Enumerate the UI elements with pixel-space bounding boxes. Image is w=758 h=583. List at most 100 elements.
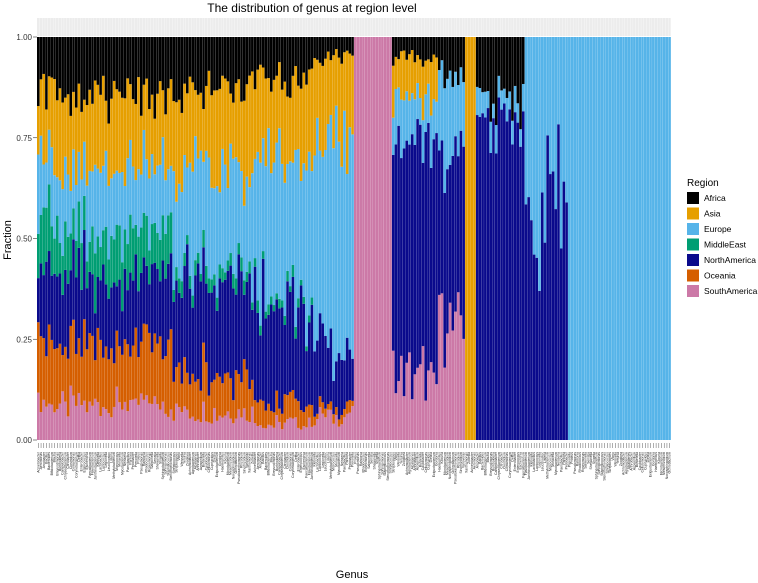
bar-segment-middleeast	[131, 228, 135, 281]
bar-segment-northamerica	[191, 307, 194, 374]
x-tick-label: Ochrobactrum	[668, 452, 672, 474]
facet-strip	[521, 18, 525, 36]
bar-segment-asia	[321, 65, 325, 157]
bar-segment-middleeast	[186, 235, 189, 245]
x-tick-label: Streptomyces	[175, 452, 179, 473]
bar-segment-europe	[280, 163, 284, 301]
x-tick-label: Shewanella	[156, 452, 160, 470]
bar-segment-middleeast	[107, 259, 110, 299]
y-axis: 0.000.250.500.751.00	[16, 33, 37, 445]
bar-segment-oceania	[283, 394, 287, 423]
bar-segment-africa	[351, 37, 354, 56]
bar-segment-europe	[150, 154, 154, 225]
facet-strip	[47, 18, 51, 36]
bar-segment-africa	[120, 37, 124, 98]
bar-segment-middleeast	[88, 241, 92, 272]
bar-segment-southamerica	[104, 409, 108, 440]
x-tick-label: Klebsiella	[529, 452, 533, 467]
x-tick-label: Micrococcus	[115, 452, 119, 471]
x-tick-label: Chryseobacterium	[497, 452, 501, 480]
bar-segment-southamerica	[416, 367, 419, 440]
bar-segment-northamerica	[83, 230, 86, 320]
bar-segment-europe	[256, 151, 260, 301]
bar-segment-asia	[177, 99, 181, 184]
bar-segment-europe	[624, 37, 628, 440]
x-tick-label: Yersinia	[183, 452, 187, 464]
facet-strip	[202, 18, 205, 36]
bar-segment-southamerica	[96, 402, 100, 440]
bar-segment-asia	[240, 101, 243, 172]
bar-segment-oceania	[237, 374, 241, 410]
facet-strip	[413, 18, 417, 36]
bar-segment-northamerica	[69, 270, 73, 326]
x-tick-label: Lactobacillus	[532, 452, 536, 472]
x-tick-label: Dietzia	[429, 452, 433, 462]
bar-segment-asia	[318, 62, 322, 151]
bar-segment-oceania	[272, 412, 276, 428]
x-tick-label: Lactobacillus	[315, 452, 319, 472]
bar-segment-southamerica	[335, 415, 338, 440]
x-tick-label: Corynebacterium	[508, 452, 512, 478]
facet-strip	[616, 18, 620, 36]
bar-segment-europe	[102, 165, 105, 231]
bar-segment-asia	[313, 58, 316, 156]
bar-segment-asia	[427, 59, 430, 84]
x-tick-label: Prevotella	[567, 452, 571, 467]
facet-strip	[597, 18, 601, 36]
bar-segment-africa	[242, 37, 246, 101]
x-tick-label: Stenotrophomonas	[386, 452, 390, 481]
bar-segment-europe	[42, 164, 45, 208]
facet-strip	[142, 18, 146, 36]
x-tick-label: Micrococcus	[332, 452, 336, 471]
bar-segment-northamerica	[313, 351, 316, 417]
bar-segment-southamerica	[175, 403, 178, 440]
bar-segment-middleeast	[213, 274, 216, 286]
x-tick-label: Methylobacterium	[546, 452, 550, 479]
bar-segment-europe	[232, 158, 235, 274]
bar-segment-asia	[256, 69, 260, 152]
bar-segment-oceania	[267, 403, 270, 425]
bar-segment-northamerica	[134, 254, 138, 328]
bar-segment-southamerica	[318, 407, 322, 440]
x-tick-label: Zobellia	[250, 452, 254, 464]
facet-strip	[519, 18, 522, 36]
bar-segment-oceania	[153, 333, 157, 397]
bar-segment-asia	[107, 123, 110, 186]
bar-segment-northamerica	[286, 281, 289, 396]
facet-strip	[340, 18, 343, 36]
x-tick-label: Mycobacterium	[554, 452, 558, 475]
bar-segment-africa	[102, 37, 105, 76]
bar-segment-middleeast	[47, 184, 51, 252]
bar-segment-europe	[74, 185, 78, 241]
bar-segment-northamerica	[435, 133, 438, 385]
bar-segment-middleeast	[180, 281, 184, 298]
bar-segment-middleeast	[283, 315, 287, 325]
x-tick-label: Enterococcus	[299, 452, 303, 473]
facet-strip	[381, 18, 384, 36]
x-tick-label: Bordetella	[635, 452, 639, 467]
bar-segment-europe	[88, 170, 92, 242]
x-tick-label: Micrococcus	[548, 452, 552, 471]
x-tick-label: Faecalibacterium	[305, 452, 309, 478]
bar-segment-northamerica	[451, 155, 455, 331]
bar-segment-oceania	[88, 333, 92, 402]
bar-segment-asia	[229, 93, 232, 144]
bar-segment-oceania	[213, 379, 216, 408]
bar-segment-southamerica	[42, 399, 45, 440]
bar-segment-europe	[72, 149, 75, 209]
bar-segment-northamerica	[446, 169, 449, 334]
bar-segment-asia	[112, 80, 116, 174]
bar-segment-oceania	[253, 400, 257, 424]
bar-segment-asia	[467, 37, 471, 440]
bar-segment-europe	[80, 179, 83, 244]
x-tick-label: Campylobacter	[494, 451, 498, 475]
x-tick-label: Pseudomonas	[573, 452, 577, 474]
bar-segment-africa	[486, 37, 490, 91]
bar-segment-europe	[194, 136, 197, 261]
x-tick-label: Salmonella	[367, 452, 371, 469]
bar-segment-africa	[221, 37, 224, 76]
bar-segment-asia	[286, 96, 289, 165]
bar-segment-africa	[150, 37, 154, 95]
bar-segment-middleeast	[302, 296, 306, 304]
facet-strip	[129, 18, 132, 36]
